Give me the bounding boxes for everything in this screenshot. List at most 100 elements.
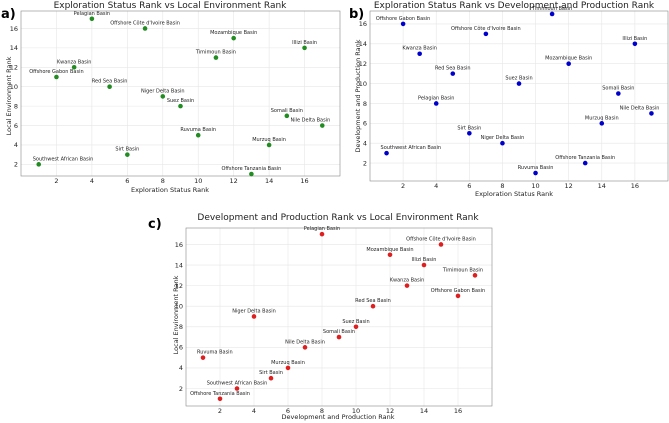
panel-b-xtick-label: 4 xyxy=(434,182,438,190)
panel-b-ytick-label: 14 xyxy=(359,40,367,48)
panel-c-point-label: Southwest African Basin xyxy=(207,381,268,387)
panel-b-point-label: Red Sea Basin xyxy=(435,66,471,72)
panel-b-point-label: Southwest African Basin xyxy=(381,145,442,151)
panel-c-point xyxy=(421,262,427,268)
panel-c-point-label: Kwanza Basin xyxy=(390,278,425,284)
panel-c-point-label: Timimoun Basin xyxy=(442,267,483,273)
panel-b-point xyxy=(417,51,422,57)
panel-c-point xyxy=(251,314,257,319)
panel-a-point-label: Southwest African Basin xyxy=(33,156,94,162)
panel-b-point xyxy=(649,111,654,116)
panel-b-point xyxy=(433,101,439,106)
panel-b-point xyxy=(384,150,389,156)
panel-c-point-label: Red Sea Basin xyxy=(355,298,391,304)
panel-c-ylabel: Local Environment Rank xyxy=(172,275,180,354)
panel-a-xtick-label: 10 xyxy=(194,177,202,185)
panel-a-point xyxy=(142,26,148,31)
panel-a-plot-frame xyxy=(20,10,341,177)
panel-b-ytick-label: 10 xyxy=(359,80,367,88)
panel-a-point xyxy=(71,64,77,70)
panel-b-point-label: Sirt Basin xyxy=(457,125,481,131)
panel-c-point xyxy=(200,355,206,360)
panel-c-point-label: Somali Basin xyxy=(323,329,355,335)
panel-b-point-label: Murzuq Basin xyxy=(585,115,619,121)
panel-b-point-label: Offshore Côte d'Ivoire Basin xyxy=(451,25,521,32)
panel-c-point-label: Ruvuma Basin xyxy=(197,350,233,356)
panel-c-xtick-label: 10 xyxy=(352,407,360,415)
panel-c-point-label: Suez Basin xyxy=(342,319,369,325)
panel-b-point-label: Mozambique Basin xyxy=(545,56,592,62)
panel-c-point xyxy=(438,242,444,247)
panel-c-xtick-label: 16 xyxy=(454,407,462,415)
panel-a-point-label: Murzuq Basin xyxy=(252,137,286,143)
panel-b-point xyxy=(616,91,621,96)
panel-a-point-label: Somali Basin xyxy=(271,108,303,114)
panel-b-xtick-label: 6 xyxy=(467,182,471,190)
panel-b-point-label: Ruvuma Basin xyxy=(518,165,554,171)
panel-b-point xyxy=(566,61,571,66)
panel-b-xlabel: Exploration Status Rank xyxy=(475,190,553,198)
panel-a-title: Exploration Status Rank vs Local Environ… xyxy=(54,1,288,11)
panel-a-xtick-label: 14 xyxy=(265,177,273,185)
panel-a-ytick-label: 2 xyxy=(14,161,18,169)
panel-b-xtick-label: 16 xyxy=(631,182,639,190)
panel-b-point-label: Offshore Gabon Basin xyxy=(376,16,430,22)
panel-b-point-label: Offshore Tanzania Basin xyxy=(555,155,615,161)
panel-a-point xyxy=(319,123,325,128)
panel-a-ytick-label: 4 xyxy=(14,141,18,149)
panel-a-xtick-label: 2 xyxy=(54,177,58,185)
panel-b-point xyxy=(483,31,489,37)
panel-a-point-label: Mozambique Basin xyxy=(210,30,257,36)
panel-c-xlabel: Development and Production Rank xyxy=(281,413,394,421)
panel-c-point xyxy=(404,283,410,288)
panel-b-point-label: Suez Basin xyxy=(505,76,532,82)
panel-a-point xyxy=(195,132,201,138)
panel-c-point xyxy=(455,293,461,299)
panel-a-point-label: Nile Delta Basin xyxy=(290,118,330,124)
panel-a-point xyxy=(284,113,290,119)
panel-c-point xyxy=(370,303,376,309)
panel-a-point-label: Ruvuma Basin xyxy=(180,127,216,133)
panel-a-point xyxy=(213,55,219,60)
panel-b-point-label: Niger Delta Basin xyxy=(481,135,525,141)
panel-a-letter: a) xyxy=(1,7,16,22)
panel-c-point xyxy=(217,396,223,402)
panel-b-plot-frame xyxy=(369,10,669,182)
panel-c-point-label: Illizi Basin xyxy=(412,257,437,263)
panel-a-point-label: Suez Basin xyxy=(167,98,194,104)
panel-b: b) Exploration Status Rank vs Developmen… xyxy=(349,1,669,198)
panel-b-point xyxy=(500,140,505,146)
panel-a-point xyxy=(107,84,112,90)
panel-c-point xyxy=(319,231,325,237)
panel-a-ytick-label: 16 xyxy=(10,25,18,33)
panel-a-point-label: Offshore Côte d'Ivoire Basin xyxy=(110,19,180,26)
panel-c-point xyxy=(268,375,274,381)
panel-b-ytick-label: 6 xyxy=(363,120,367,128)
panel-c-xtick-label: 14 xyxy=(420,407,428,415)
panel-b-ytick-label: 12 xyxy=(359,60,367,68)
panel-a-ytick-label: 10 xyxy=(10,83,18,91)
panel-c-ytick-label: 8 xyxy=(179,323,183,331)
panel-a-xtick-label: 16 xyxy=(300,177,308,185)
panel-c-point xyxy=(387,252,393,258)
panel-a-point xyxy=(231,35,236,41)
panel-c-point-label: Sirt Basin xyxy=(259,370,283,376)
panel-b-ytick-label: 16 xyxy=(359,20,367,28)
panel-b-xtick-label: 10 xyxy=(531,182,539,190)
panel-c-ytick-label: 4 xyxy=(179,364,183,372)
panel-a-ytick-label: 8 xyxy=(14,102,18,110)
panel-a-point-label: Sirt Basin xyxy=(115,147,139,153)
panel-c-point-label: Offshore Côte d'Ivoire Basin xyxy=(406,235,476,242)
panel-c-ytick-label: 12 xyxy=(175,282,183,290)
panel-a-point-label: Niger Delta Basin xyxy=(141,88,185,94)
panel-c-point xyxy=(234,386,240,391)
panel-b-letter: b) xyxy=(349,7,364,22)
panel-b-point xyxy=(467,130,472,136)
panel-b-point-label: Kwanza Basin xyxy=(402,46,437,52)
panel-a-point xyxy=(36,162,42,167)
panel-c-ytick-label: 6 xyxy=(179,344,183,352)
panel-c-ytick-label: 14 xyxy=(175,261,183,269)
panel-b-point xyxy=(400,21,406,27)
